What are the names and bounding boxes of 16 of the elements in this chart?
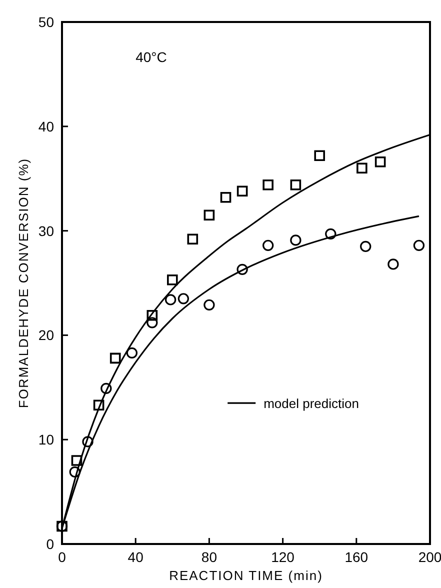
y-tick-label: 10: [38, 432, 54, 448]
y-tick-label: 20: [38, 327, 54, 344]
y-tick-label: 50: [38, 14, 54, 30]
x-tick-label: 160: [344, 549, 368, 565]
legend-label: model prediction: [264, 396, 359, 412]
annotation: 40°C: [136, 49, 167, 65]
x-tick-label: 200: [418, 549, 441, 565]
x-axis-title: REACTION TIME (min): [169, 568, 323, 583]
y-tick-label: 30: [38, 222, 54, 239]
x-tick-label: 80: [201, 549, 218, 565]
x-tick-label: 40: [128, 549, 144, 565]
y-axis-title: FORMALDEHYDE CONVERSION (%): [16, 158, 31, 408]
x-tick-label: 0: [58, 549, 66, 565]
y-tick-label: 40: [38, 118, 54, 134]
x-tick-label: 120: [271, 549, 295, 565]
y-tick-label: 0: [46, 536, 54, 552]
